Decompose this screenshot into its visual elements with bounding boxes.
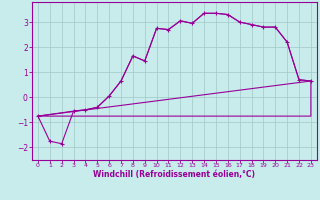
X-axis label: Windchill (Refroidissement éolien,°C): Windchill (Refroidissement éolien,°C) bbox=[93, 170, 255, 179]
